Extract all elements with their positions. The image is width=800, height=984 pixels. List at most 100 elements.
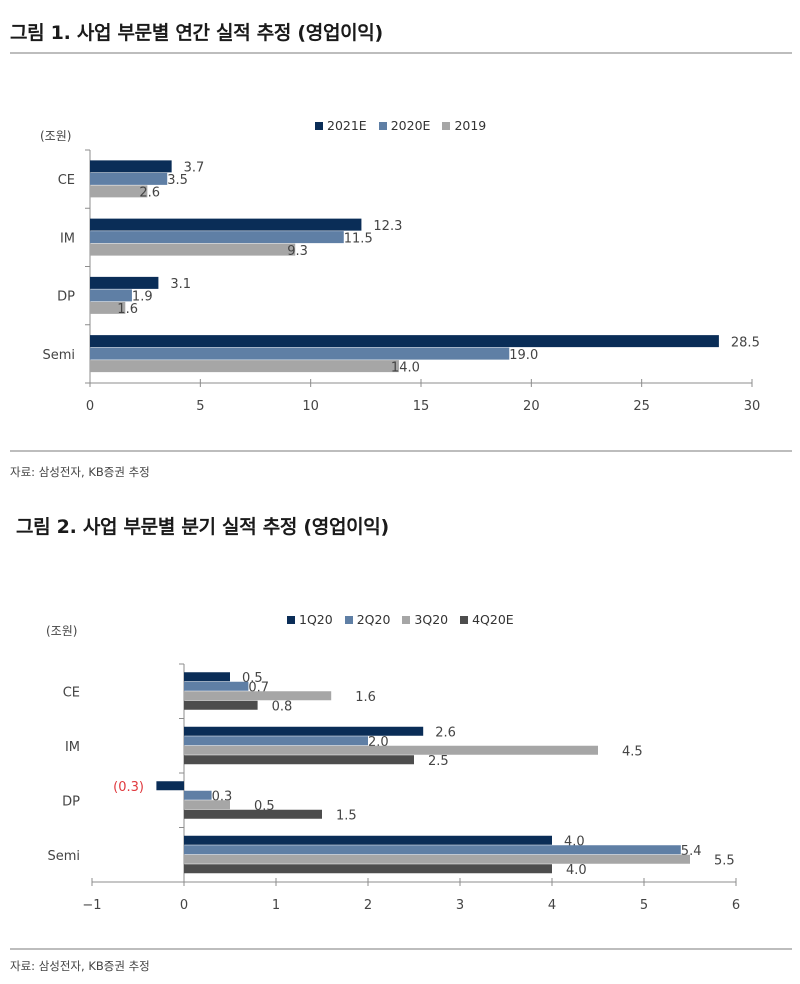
- bar: [184, 681, 249, 691]
- legend-label: 2019: [454, 118, 487, 133]
- figure2-bottom-rule: [10, 948, 792, 950]
- bar: [184, 736, 368, 746]
- bar: [184, 854, 690, 864]
- x-tick-label: 2: [364, 898, 372, 913]
- data-label: 3.1: [170, 277, 191, 292]
- legend-swatch-icon: [344, 615, 353, 624]
- data-label: 1.9: [132, 290, 153, 305]
- data-label: 2.0: [368, 735, 389, 750]
- category-label: Semi: [42, 348, 75, 363]
- legend-swatch-icon: [402, 615, 411, 624]
- figure1-bottom-rule: [10, 450, 792, 452]
- figure1-unit-label: (조원): [40, 129, 72, 143]
- figure1-source: 자료: 삼성전자, KB증권 추정: [10, 465, 150, 479]
- x-tick-label: 0: [180, 898, 188, 913]
- figure1-legend-item: 2020E: [378, 118, 431, 133]
- bar: [90, 231, 344, 244]
- category-label: CE: [58, 173, 75, 188]
- category-label: IM: [65, 740, 80, 755]
- data-label: 2.6: [435, 726, 456, 741]
- bar: [184, 700, 258, 710]
- x-tick-label: −1: [82, 898, 101, 913]
- bar: [90, 276, 159, 289]
- legend-label: 4Q20E: [472, 612, 514, 627]
- figure1-title: 그림 1. 사업 부문별 연간 실적 추정 (영업이익): [10, 22, 383, 44]
- x-tick-label: 0: [86, 399, 94, 414]
- x-tick-label: 3: [456, 898, 464, 913]
- x-tick-label: 25: [633, 399, 650, 414]
- x-tick-label: 15: [413, 399, 430, 414]
- figure2-legend-item: 2Q20: [344, 612, 391, 627]
- bar: [184, 672, 230, 682]
- data-label: 5.4: [681, 844, 702, 859]
- data-label: 4.0: [566, 863, 587, 878]
- bar: [90, 347, 510, 360]
- bar: [90, 301, 126, 314]
- category-label: Semi: [47, 849, 80, 864]
- category-label: IM: [60, 231, 75, 246]
- figure2-legend: 1Q20 2Q20 3Q20 4Q20E: [287, 612, 514, 627]
- x-tick-label: 5: [196, 399, 204, 414]
- figure1-legend: 2021E 2020E 2019: [315, 118, 486, 133]
- bar: [90, 243, 296, 256]
- x-tick-label: 10: [302, 399, 319, 414]
- x-tick-label: 5: [640, 898, 648, 913]
- data-label: 3.7: [184, 161, 205, 176]
- x-tick-label: 1: [272, 898, 280, 913]
- category-label: CE: [63, 685, 80, 700]
- figure1-top-rule: [10, 52, 792, 54]
- data-label: 19.0: [509, 348, 538, 363]
- data-label: 1.6: [117, 302, 138, 317]
- bar: [184, 691, 332, 701]
- bar: [90, 172, 168, 185]
- legend-label: 2Q20: [356, 612, 391, 627]
- bar: [90, 289, 132, 302]
- data-label: 0.5: [242, 671, 263, 686]
- data-label: 14.0: [391, 360, 420, 375]
- x-tick-label: 30: [744, 399, 761, 414]
- data-label: (0.3): [113, 780, 144, 795]
- bar: [90, 360, 399, 373]
- bar: [184, 835, 552, 845]
- bar: [184, 745, 598, 755]
- bar: [90, 160, 172, 173]
- data-label: 3.5: [167, 173, 188, 188]
- figure2-source: 자료: 삼성전자, KB증권 추정: [10, 959, 150, 973]
- bar: [184, 790, 212, 800]
- bar: [90, 185, 148, 198]
- bar: [90, 335, 719, 348]
- legend-swatch-icon: [287, 615, 295, 624]
- data-label: 9.3: [287, 244, 308, 259]
- figure2-unit-label: (조원): [46, 624, 78, 638]
- bar: [184, 809, 322, 819]
- legend-swatch-icon: [442, 121, 451, 130]
- legend-swatch-icon: [315, 121, 323, 130]
- data-label: 2.6: [139, 186, 160, 201]
- data-label: 4.0: [564, 835, 585, 850]
- legend-label: 2020E: [390, 118, 431, 133]
- figure1-legend-item: 2019: [442, 118, 486, 133]
- legend-swatch-icon: [378, 121, 387, 130]
- data-label: 11.5: [344, 231, 373, 246]
- data-label: 0.5: [254, 799, 275, 814]
- bar: [184, 864, 552, 874]
- data-label: 28.5: [731, 335, 760, 350]
- bar: [90, 218, 362, 231]
- data-label: 0.8: [272, 700, 293, 715]
- figure2-legend-item: 3Q20: [402, 612, 448, 627]
- bar: [184, 755, 414, 765]
- x-tick-label: 20: [523, 399, 540, 414]
- category-label: DP: [57, 290, 75, 305]
- legend-label: 1Q20: [299, 612, 333, 627]
- data-label: 0.7: [248, 681, 269, 696]
- category-label: DP: [62, 794, 80, 809]
- data-label: 5.5: [714, 854, 735, 869]
- data-label: 0.3: [212, 790, 233, 805]
- figure2-title: 그림 2. 사업 부문별 분기 실적 추정 (영업이익): [16, 516, 389, 538]
- bar: [184, 800, 230, 810]
- bar: [156, 781, 184, 791]
- x-tick-label: 4: [548, 898, 556, 913]
- legend-swatch-icon: [460, 615, 469, 624]
